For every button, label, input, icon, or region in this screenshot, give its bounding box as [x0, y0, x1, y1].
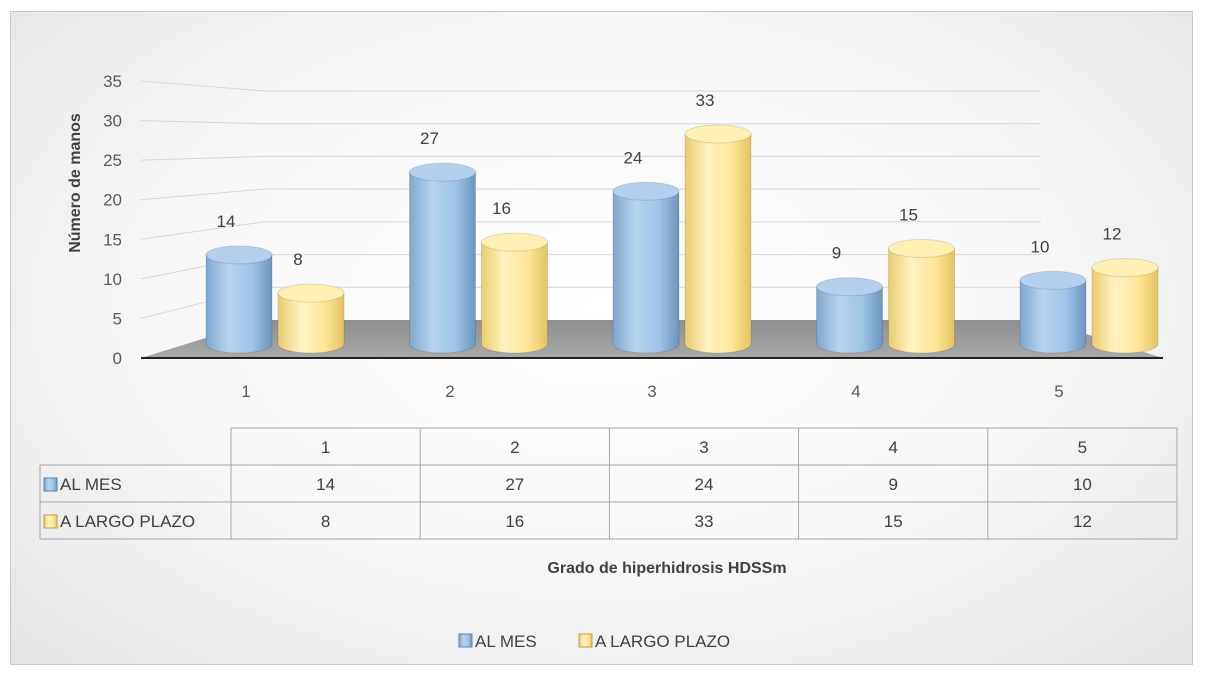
- table-header-cell: 3: [699, 438, 708, 457]
- x-axis-title: Grado de hiperhidrosis HDSSm: [547, 560, 786, 577]
- x-axis: 1 2 3 4 5: [241, 382, 1063, 401]
- data-label: 16: [492, 199, 511, 218]
- x-tick-label: 3: [647, 382, 656, 401]
- x-tick-label: 2: [445, 382, 454, 401]
- bar-top: [1091, 258, 1159, 278]
- data-label: 9: [832, 244, 841, 263]
- y-tick-label: 0: [113, 349, 122, 368]
- data-label: 12: [1103, 225, 1122, 244]
- bar-a-largo-plazo: [481, 241, 548, 354]
- data-labels: 14 27 24 9 10 8 16 33 15 12: [217, 91, 1122, 269]
- gridline-side: [140, 80, 265, 92]
- gridline-side: [140, 155, 265, 161]
- table-series-name: AL MES: [60, 475, 122, 494]
- table-header-cell: 5: [1078, 438, 1087, 457]
- table-cell: 9: [888, 475, 897, 494]
- bar-a-largo-plazo: [684, 133, 752, 354]
- y-tick-label: 20: [103, 191, 122, 210]
- y-tick-label: 10: [103, 270, 122, 289]
- x-tick-label: 1: [241, 382, 250, 401]
- gridline-side: [140, 188, 265, 201]
- legend-label: A LARGO PLAZO: [595, 632, 730, 651]
- data-label: 8: [293, 250, 302, 269]
- table-cell: 15: [884, 512, 903, 531]
- bar-top: [888, 239, 955, 259]
- legend-key: [578, 633, 593, 648]
- x-tick-label: 4: [851, 382, 860, 401]
- table-cell: 10: [1073, 475, 1092, 494]
- table-cell: 14: [316, 475, 335, 494]
- bar-top: [612, 181, 680, 201]
- table-cell: 24: [695, 475, 714, 494]
- table-cell: 27: [505, 475, 524, 494]
- data-label: 14: [217, 212, 236, 231]
- data-label: 33: [696, 91, 715, 110]
- bar-top: [816, 277, 883, 297]
- table-header-cell: 1: [321, 438, 330, 457]
- bar-al-mes: [1019, 279, 1087, 354]
- data-table: 1 2 3 4 5AL MES 14 27 24 9 10A LARGO PLAZO 8 16 33 15…: [39, 427, 1178, 540]
- gridline-side: [140, 221, 265, 240]
- data-label: 10: [1031, 237, 1050, 256]
- bar-top: [409, 162, 476, 182]
- y-tick-label: 15: [103, 230, 122, 249]
- legend-key: [458, 633, 473, 648]
- bar-al-mes: [612, 190, 680, 354]
- data-label: 15: [899, 206, 918, 225]
- table-header-cell: 4: [888, 438, 897, 457]
- table-legend-key: [43, 514, 58, 529]
- bar-top: [1019, 270, 1087, 290]
- x-tick-label: 5: [1054, 382, 1063, 401]
- y-tick-label: 25: [103, 151, 122, 170]
- bar-top: [481, 232, 548, 252]
- bar-top: [684, 124, 752, 144]
- bar-top: [277, 283, 345, 303]
- bar-a-largo-plazo: [1091, 267, 1159, 354]
- bar-a-largo-plazo: [888, 248, 955, 354]
- y-tick-label: 30: [103, 112, 122, 131]
- data-label: 24: [624, 148, 643, 167]
- table-series-name: A LARGO PLAZO: [60, 512, 195, 531]
- bar-al-mes: [816, 286, 883, 354]
- bar-a-largo-plazo: [277, 292, 345, 354]
- y-axis: 0 5 10 15 20 25 30 35: [103, 72, 122, 368]
- y-tick-label: 5: [113, 309, 122, 328]
- bar-al-mes: [409, 171, 476, 354]
- bar-top: [205, 245, 273, 265]
- legend: AL MES A LARGO PLAZO: [458, 632, 730, 651]
- y-axis-title: Número de manos: [67, 113, 84, 253]
- bars: [205, 124, 1159, 354]
- table-header-cell: 2: [510, 438, 519, 457]
- y-tick-label: 35: [103, 72, 122, 91]
- table-cell: 33: [695, 512, 714, 531]
- bar-al-mes: [205, 254, 273, 354]
- gridline-side: [140, 120, 265, 125]
- table-cell: 12: [1073, 512, 1092, 531]
- table-cell: 16: [505, 512, 524, 531]
- legend-label: AL MES: [475, 632, 537, 651]
- table-legend-key: [43, 477, 58, 492]
- table-cell: 8: [321, 512, 330, 531]
- data-label: 27: [420, 129, 439, 148]
